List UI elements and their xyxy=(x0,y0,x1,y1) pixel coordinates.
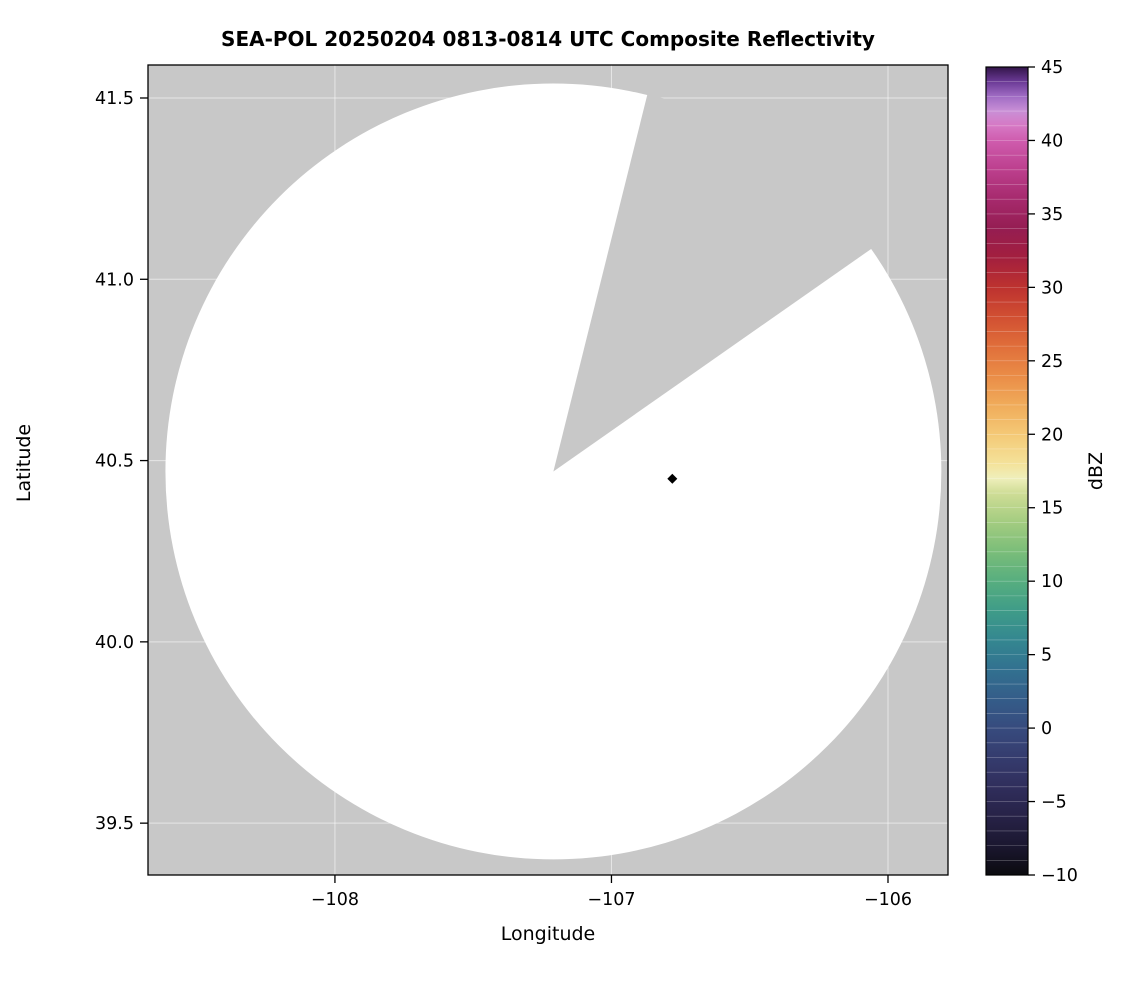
colorbar-tick-label: 45 xyxy=(1041,58,1063,78)
colorbar-ticks: 45 40 35 30 25 20 15 10 5 0 −5 −10 xyxy=(1028,58,1078,886)
colorbar-tick-label: 0 xyxy=(1041,719,1052,739)
colorbar-gradient xyxy=(986,67,1028,875)
y-tick-label: 40.5 xyxy=(95,452,134,472)
y-tick-label: 40.0 xyxy=(95,633,134,653)
site-marker-diamond xyxy=(667,473,678,484)
colorbar-tick-label: 35 xyxy=(1041,205,1063,225)
colorbar-axis-label: dBZ xyxy=(1085,452,1107,490)
colorbar-tick-label: −10 xyxy=(1041,866,1078,886)
colorbar-tick-label: −5 xyxy=(1041,793,1067,813)
y-tick-label: 41.5 xyxy=(95,89,134,109)
colorbar-tick-label: 10 xyxy=(1041,572,1063,592)
y-axis-label: Latitude xyxy=(13,424,35,502)
plot-frame xyxy=(147,64,949,876)
y-tick-label: 41.0 xyxy=(95,270,134,290)
colorbar-frame xyxy=(985,66,1029,876)
y-tick-label: 39.5 xyxy=(95,814,134,834)
colorbar-tick-label: 40 xyxy=(1041,131,1063,151)
colorbar-tick-label: 15 xyxy=(1041,499,1063,519)
colorbar-tick-label: 25 xyxy=(1041,352,1063,372)
chart-title: SEA-POL 20250204 0813-0814 UTC Composite… xyxy=(221,27,875,51)
colorbar-tick-label: 20 xyxy=(1041,425,1063,445)
colorbar-tick-label: 5 xyxy=(1041,646,1052,666)
colorbar-tick-label: 30 xyxy=(1041,278,1063,298)
x-tick-label: −107 xyxy=(587,890,635,910)
colorbar-step-lines xyxy=(986,81,1028,861)
plot-area xyxy=(148,65,948,875)
x-tick-label: −108 xyxy=(311,890,359,910)
x-tick-label: −106 xyxy=(864,890,912,910)
axis-ticks: −108 −107 −106 39.5 40.0 40.5 41.0 41.5 xyxy=(95,89,912,910)
blocked-sector-wedge xyxy=(553,94,873,472)
x-axis-label: Longitude xyxy=(501,923,596,945)
